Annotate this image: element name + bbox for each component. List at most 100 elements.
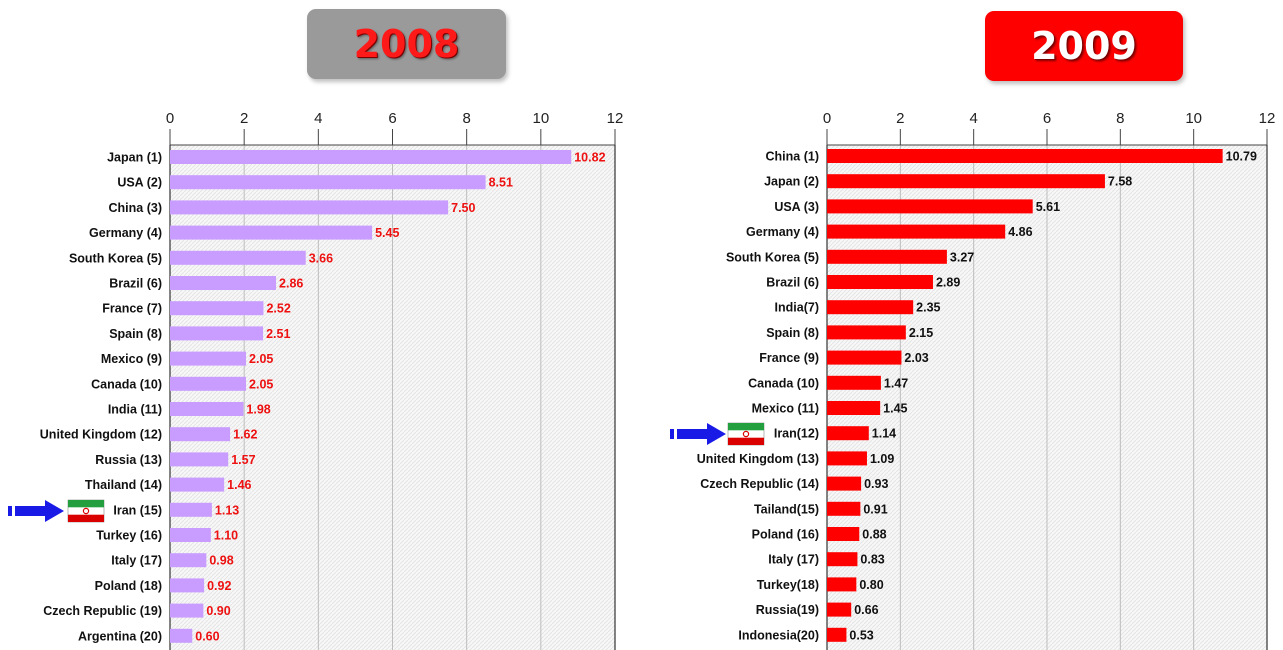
category-label-italy-17: Italy (17) bbox=[111, 554, 162, 568]
category-label-poland-18: Poland (18) bbox=[95, 579, 162, 593]
category-label-japan-1: Japan (1) bbox=[107, 151, 162, 165]
value-label-thailand-14: 1.46 bbox=[227, 478, 251, 492]
value-label-usa-3: 5.61 bbox=[1036, 200, 1060, 214]
bar-south-korea-5 bbox=[827, 249, 947, 264]
value-label-spain-8: 2.51 bbox=[266, 327, 290, 341]
bar-china-3 bbox=[170, 200, 449, 215]
category-label-spain-8: Spain (8) bbox=[109, 327, 162, 341]
category-label-turkey-18: Turkey(18) bbox=[757, 578, 819, 592]
year-badge-2009: 2009 bbox=[985, 11, 1183, 81]
tick-label: 12 bbox=[1259, 110, 1276, 127]
bar-usa-3 bbox=[827, 199, 1033, 214]
bar-brazil-6 bbox=[170, 276, 277, 290]
tick-label: 10 bbox=[1185, 110, 1202, 127]
bar-mexico-9 bbox=[170, 351, 247, 366]
category-label-canada-10: Canada (10) bbox=[91, 377, 162, 391]
bar-thailand-14 bbox=[170, 477, 225, 492]
iran-flag-icon bbox=[67, 499, 105, 523]
category-label-india-7: India(7) bbox=[775, 301, 819, 315]
category-label-usa-3: USA (3) bbox=[774, 200, 819, 214]
category-label-turkey-16: Turkey (16) bbox=[96, 529, 162, 543]
bar-turkey-18 bbox=[827, 577, 857, 592]
value-label-france-9: 2.03 bbox=[904, 351, 928, 365]
value-label-united-kingdom-12: 1.62 bbox=[233, 428, 257, 442]
category-label-germany-4: Germany (4) bbox=[89, 226, 162, 240]
tick-label: 12 bbox=[607, 110, 624, 127]
value-label-brazil-6: 2.86 bbox=[279, 277, 303, 291]
value-label-india-7: 2.35 bbox=[916, 301, 940, 315]
value-label-turkey-16: 1.10 bbox=[214, 529, 238, 543]
category-label-argentina-20: Argentina (20) bbox=[78, 629, 162, 643]
value-label-canada-10: 2.05 bbox=[249, 377, 273, 391]
category-label-czech-republic-19: Czech Republic (19) bbox=[43, 604, 162, 618]
category-label-germany-4: Germany (4) bbox=[746, 225, 819, 239]
chart-2008: 0 2 4 6 8 10 12 Japan (1) 10.82 USA (2) 8.51 China … bbox=[8, 110, 624, 650]
bar-italy-17 bbox=[827, 552, 858, 567]
value-label-south-korea-5: 3.66 bbox=[309, 251, 333, 265]
value-label-spain-8: 2.15 bbox=[909, 326, 933, 340]
bar-japan-2 bbox=[827, 174, 1105, 189]
bar-russia-13 bbox=[170, 452, 229, 467]
bar-poland-16 bbox=[827, 527, 860, 541]
chart-2009: 0 2 4 6 8 10 12 China (1) 10.79 Japan (2) 7.58 USA … bbox=[670, 110, 1276, 650]
blue-arrow-icon bbox=[670, 423, 726, 445]
value-label-france-7: 2.52 bbox=[266, 302, 290, 316]
category-label-france-9: France (9) bbox=[759, 351, 819, 365]
category-label-india-11: India (11) bbox=[108, 403, 162, 417]
value-label-czech-republic-14: 0.93 bbox=[864, 477, 888, 491]
value-label-south-korea-5: 3.27 bbox=[950, 250, 974, 264]
category-label-czech-republic-14: Czech Republic (14) bbox=[700, 477, 819, 491]
bar-turkey-16 bbox=[170, 528, 211, 542]
bar-united-kingdom-13 bbox=[827, 451, 867, 466]
value-label-japan-1: 10.82 bbox=[574, 151, 605, 165]
value-label-canada-10: 1.47 bbox=[884, 376, 908, 390]
bar-india-11 bbox=[170, 402, 244, 416]
value-label-mexico-11: 1.45 bbox=[883, 402, 907, 416]
value-label-germany-4: 4.86 bbox=[1008, 225, 1032, 239]
bar-india-7 bbox=[827, 300, 914, 315]
value-label-iran-12: 1.14 bbox=[872, 427, 896, 441]
category-label-russia-13: Russia (13) bbox=[95, 453, 162, 467]
tick-label: 8 bbox=[462, 110, 470, 127]
value-label-germany-4: 5.45 bbox=[375, 226, 399, 240]
bar-canada-10 bbox=[170, 376, 247, 391]
value-label-turkey-18: 0.80 bbox=[859, 578, 883, 592]
bar-germany-4 bbox=[827, 224, 1006, 239]
category-label-china-1: China (1) bbox=[766, 150, 819, 164]
category-label-iran-12: Iran(12) bbox=[774, 427, 819, 441]
category-label-russia-19: Russia(19) bbox=[756, 603, 819, 617]
category-label-mexico-11: Mexico (11) bbox=[752, 402, 819, 416]
value-label-tailand-15: 0.91 bbox=[863, 502, 887, 516]
category-label-mexico-9: Mexico (9) bbox=[101, 352, 162, 366]
category-label-italy-17: Italy (17) bbox=[768, 553, 819, 567]
value-label-argentina-20: 0.60 bbox=[195, 629, 219, 643]
category-label-indonesia-20: Indonesia(20) bbox=[738, 628, 819, 642]
category-label-france-7: France (7) bbox=[102, 302, 162, 316]
value-label-iran-15: 1.13 bbox=[215, 503, 239, 517]
category-label-canada-10: Canada (10) bbox=[748, 376, 819, 390]
tick-label: 8 bbox=[1116, 110, 1124, 127]
category-label-china-3: China (3) bbox=[109, 201, 162, 215]
category-label-thailand-14: Thailand (14) bbox=[85, 478, 162, 492]
bar-mexico-11 bbox=[827, 401, 881, 415]
bar-russia-19 bbox=[827, 602, 852, 617]
tick-label: 0 bbox=[823, 110, 831, 127]
tick-label: 6 bbox=[388, 110, 396, 127]
category-label-brazil-6: Brazil (6) bbox=[109, 277, 162, 291]
tick-label: 10 bbox=[532, 110, 549, 127]
bar-south-korea-5 bbox=[170, 250, 306, 265]
blue-arrow-icon bbox=[8, 500, 64, 522]
category-label-south-korea-5: South Korea (5) bbox=[726, 250, 819, 264]
tick-label: 6 bbox=[1043, 110, 1051, 127]
bar-france-9 bbox=[827, 350, 902, 365]
value-label-indonesia-20: 0.53 bbox=[849, 628, 873, 642]
value-label-czech-republic-19: 0.90 bbox=[206, 604, 230, 618]
value-label-china-1: 10.79 bbox=[1226, 150, 1257, 164]
value-label-italy-17: 0.83 bbox=[860, 553, 884, 567]
tick-label: 0 bbox=[166, 110, 174, 127]
value-label-japan-2: 7.58 bbox=[1108, 175, 1132, 189]
bar-germany-4 bbox=[170, 225, 373, 240]
year-badge-2008: 2008 bbox=[307, 9, 506, 79]
bar-iran-12 bbox=[827, 426, 869, 441]
value-label-poland-18: 0.92 bbox=[207, 579, 231, 593]
